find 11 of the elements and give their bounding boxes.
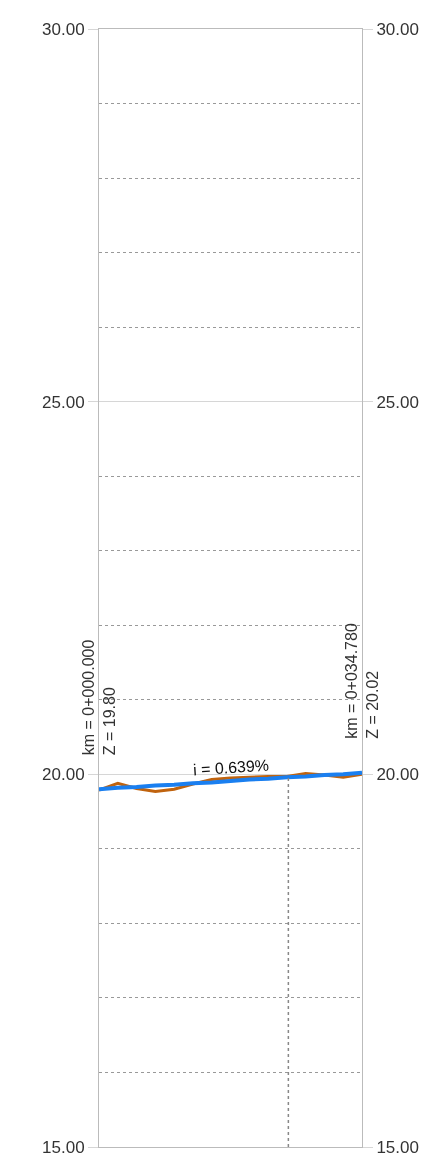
y2-tick-label: 25.00 bbox=[376, 392, 419, 412]
y-tick-label: 30.00 bbox=[42, 19, 85, 39]
annotation: km = 0+034.780 Z = 20.02 bbox=[343, 623, 381, 739]
y2-tick-label: 20.00 bbox=[376, 765, 419, 785]
y2-tick-label: 15.00 bbox=[376, 1137, 419, 1157]
y2-tick-label: 30.00 bbox=[376, 19, 419, 39]
y-tick-label: 25.00 bbox=[42, 392, 85, 412]
y-tick-label: 15.00 bbox=[42, 1137, 85, 1157]
y-tick-label: 20.00 bbox=[42, 765, 85, 785]
annotation: i = 0.639% bbox=[192, 756, 270, 779]
annotation: km = 0+000.000 Z = 19.80 bbox=[79, 639, 118, 756]
